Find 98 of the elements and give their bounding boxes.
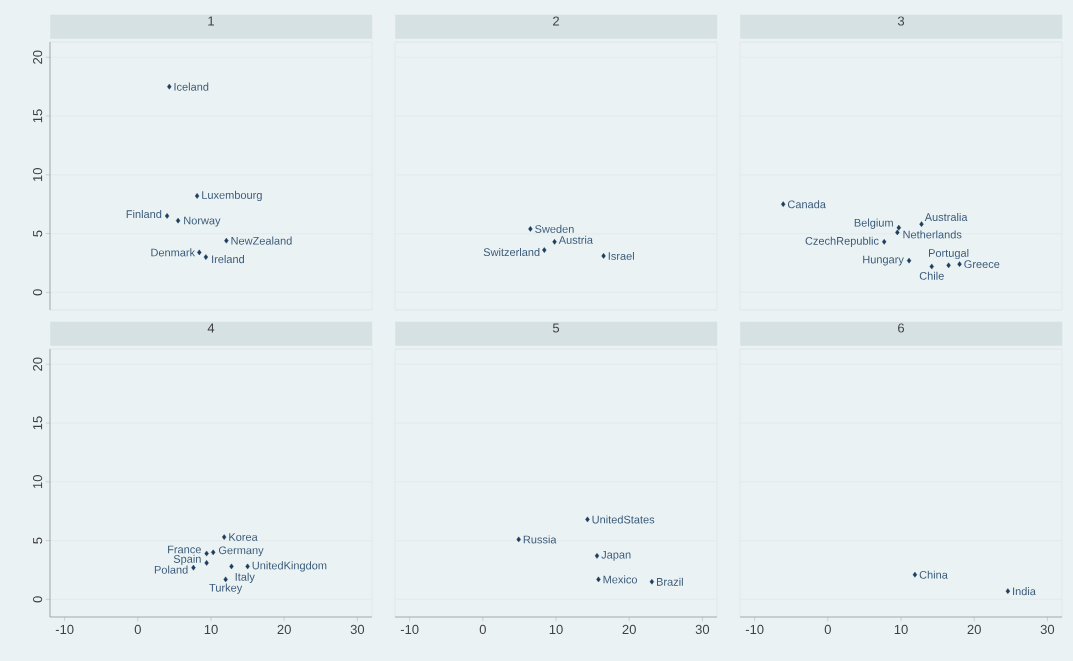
x-tick-label: 30 bbox=[695, 624, 710, 634]
annotation: Finland bbox=[126, 209, 162, 218]
point bbox=[957, 261, 962, 267]
point bbox=[542, 247, 547, 253]
annotation: Denmark bbox=[151, 248, 196, 257]
point bbox=[882, 239, 887, 245]
y-tick-label: 15 bbox=[33, 109, 43, 123]
annotation: Hungary bbox=[863, 255, 904, 266]
annotation: Japan bbox=[601, 550, 631, 561]
point bbox=[585, 516, 590, 523]
point bbox=[211, 549, 216, 556]
y-tick-label: 10 bbox=[32, 475, 43, 489]
point bbox=[896, 224, 901, 231]
annotation: Ireland bbox=[212, 255, 244, 264]
y-tick-label: 5 bbox=[33, 537, 43, 544]
point bbox=[895, 229, 900, 236]
point bbox=[175, 217, 181, 224]
x-tick-label: 0 bbox=[479, 624, 486, 634]
point bbox=[781, 201, 786, 207]
x-tick-label: 30 bbox=[350, 624, 365, 634]
annotation: Netherlands bbox=[903, 230, 962, 239]
annotation: Spain bbox=[173, 554, 201, 566]
annotation: India bbox=[1013, 587, 1036, 596]
annotation: China bbox=[919, 570, 948, 579]
chart-title: 4 bbox=[207, 323, 215, 333]
annotation: Australia bbox=[924, 212, 968, 221]
point bbox=[594, 553, 600, 559]
annotation: Germany bbox=[218, 546, 264, 557]
annotation: Poland bbox=[154, 565, 188, 574]
point bbox=[197, 249, 202, 256]
x-tick-label: 10 bbox=[894, 624, 908, 634]
x-tick-label: -10 bbox=[55, 624, 74, 634]
chart-title: 2 bbox=[553, 16, 559, 26]
annotation: Belgium bbox=[854, 218, 893, 229]
point bbox=[224, 237, 229, 244]
point bbox=[203, 254, 209, 260]
annotation: Austria bbox=[558, 235, 593, 244]
annotation: Chile bbox=[919, 271, 944, 280]
annotation: Greece bbox=[964, 260, 1000, 269]
x-tick-label: -10 bbox=[400, 624, 419, 634]
point bbox=[601, 253, 606, 259]
annotation: CzechRepublic bbox=[805, 236, 879, 247]
point bbox=[906, 257, 912, 264]
x-tick-label: 20 bbox=[277, 624, 291, 634]
annotation: Luxembourg bbox=[202, 190, 262, 202]
annotation: Turkey bbox=[209, 583, 243, 594]
annotation: Israel bbox=[608, 251, 634, 260]
x-tick-label: 20 bbox=[622, 624, 636, 634]
chart-title: 6 bbox=[898, 323, 905, 333]
annotation: UnitedKingdom bbox=[252, 561, 327, 572]
point bbox=[223, 576, 228, 583]
point bbox=[204, 560, 209, 566]
y-tick-label: 15 bbox=[33, 416, 43, 430]
annotation: Sweden bbox=[535, 224, 574, 233]
point bbox=[919, 221, 924, 227]
x-tick-label: 20 bbox=[967, 624, 981, 634]
point bbox=[649, 578, 655, 585]
y-tick-label: 5 bbox=[33, 230, 43, 237]
point bbox=[194, 193, 200, 199]
point bbox=[946, 262, 951, 269]
annotation: Norway bbox=[184, 216, 221, 227]
point bbox=[222, 534, 227, 540]
annotation: Korea bbox=[229, 533, 258, 541]
chart-title: 1 bbox=[208, 16, 214, 26]
y-tick-label: 20 bbox=[32, 357, 43, 371]
point bbox=[528, 226, 533, 232]
x-tick-label: 10 bbox=[204, 624, 218, 634]
point bbox=[167, 83, 172, 90]
annotation: Italy bbox=[235, 572, 255, 583]
x-tick-label: 10 bbox=[549, 624, 563, 634]
x-tick-label: -10 bbox=[745, 624, 764, 634]
annotation: Mexico bbox=[603, 575, 638, 584]
annotation: Russia bbox=[523, 535, 557, 544]
point bbox=[552, 239, 557, 245]
point bbox=[245, 563, 250, 570]
point bbox=[929, 263, 934, 270]
y-tick-label: 0 bbox=[32, 289, 43, 296]
point bbox=[229, 563, 234, 570]
y-tick-label: 20 bbox=[32, 50, 43, 64]
x-tick-label: 30 bbox=[1040, 624, 1055, 634]
annotation: NewZealand bbox=[231, 236, 292, 245]
annotation: Brazil bbox=[656, 577, 683, 586]
chart-title: 5 bbox=[552, 323, 560, 333]
y-tick-label: 0 bbox=[32, 596, 43, 603]
annotation: France bbox=[168, 545, 201, 554]
annotation: Canada bbox=[787, 200, 826, 209]
annotation: Iceland bbox=[174, 82, 209, 91]
point bbox=[164, 213, 170, 219]
annotation: Switzerland bbox=[483, 248, 540, 257]
point bbox=[204, 550, 209, 557]
chart-title: 3 bbox=[897, 16, 905, 26]
annotation: Portugal bbox=[929, 248, 969, 260]
y-tick-label: 10 bbox=[32, 168, 43, 182]
x-tick-label: 0 bbox=[824, 624, 831, 634]
annotation: UnitedStates bbox=[592, 515, 655, 524]
x-tick-label: 0 bbox=[134, 624, 141, 634]
point bbox=[516, 536, 521, 543]
point bbox=[596, 576, 601, 583]
